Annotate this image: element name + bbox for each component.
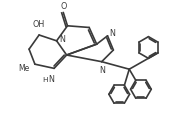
- Text: H: H: [43, 77, 48, 83]
- Text: Me: Me: [19, 64, 30, 73]
- Text: O: O: [61, 2, 67, 11]
- Text: N: N: [60, 35, 65, 44]
- Text: OH: OH: [32, 20, 44, 29]
- Text: N: N: [100, 66, 106, 75]
- Text: N: N: [48, 75, 54, 84]
- Text: N: N: [109, 29, 115, 38]
